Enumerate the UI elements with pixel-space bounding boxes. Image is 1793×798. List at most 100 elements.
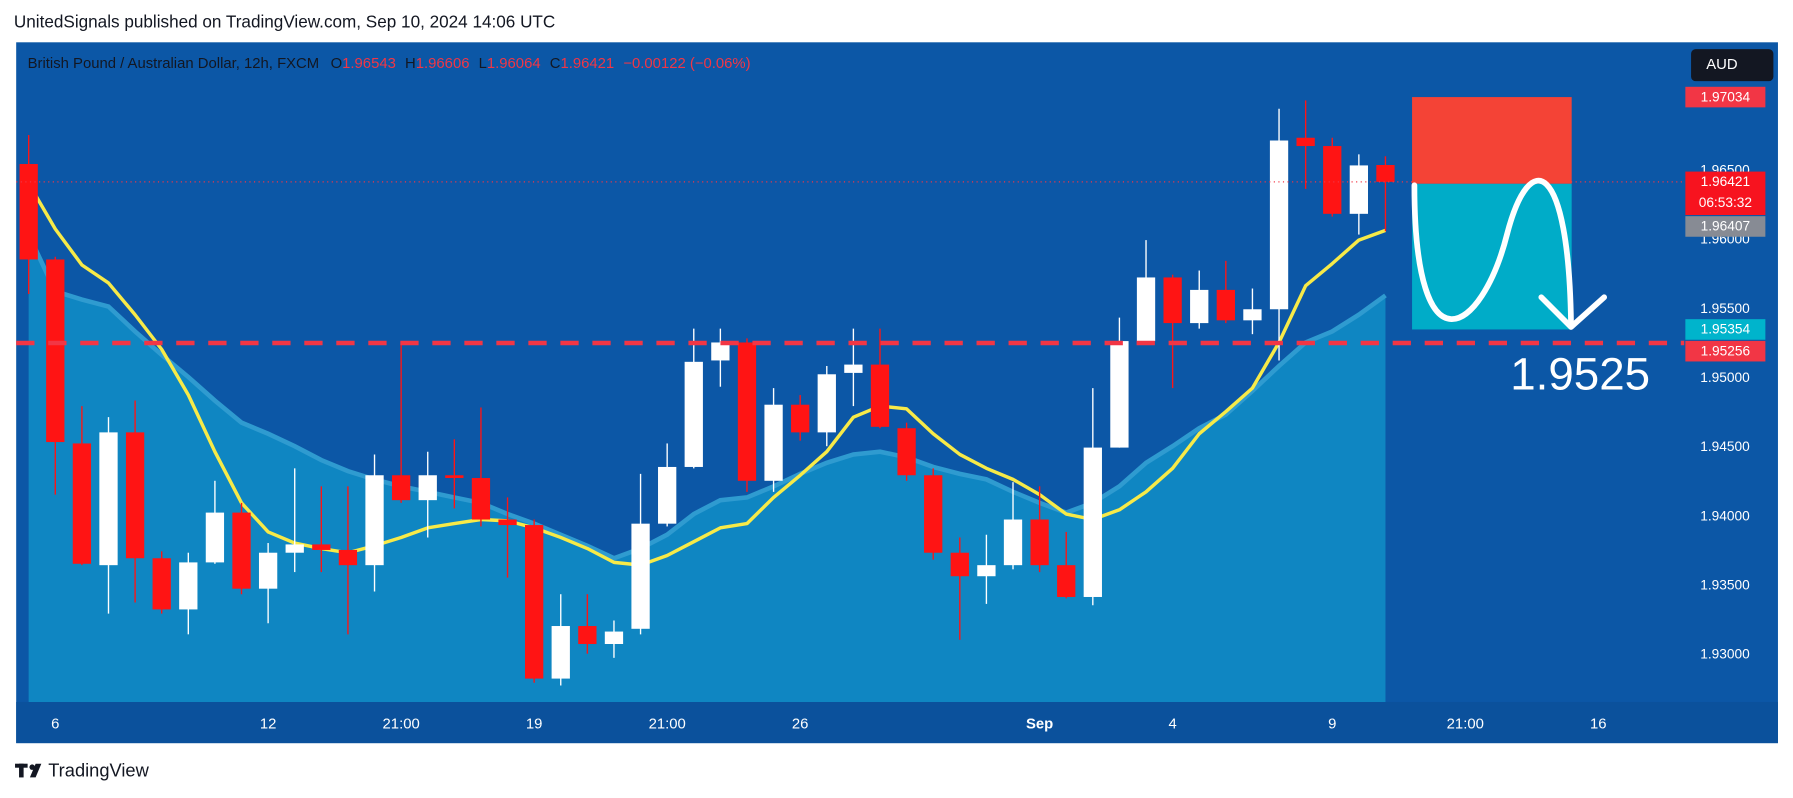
y-tick-label: 1.95000 <box>1700 370 1750 385</box>
candle-body <box>897 428 916 476</box>
price-label: 1.95354 <box>1701 322 1751 337</box>
x-tick-label: 9 <box>1328 717 1336 733</box>
ohlc-value: 1.96421 <box>560 56 614 72</box>
candle-body <box>1376 164 1395 182</box>
candle-body <box>498 519 517 526</box>
candle-body <box>205 512 225 563</box>
ma-slow-line <box>26 233 1387 561</box>
candle-body <box>46 259 65 443</box>
line-layer <box>26 182 1387 567</box>
candle-body <box>19 164 38 260</box>
price-label: 1.97034 <box>1701 89 1751 104</box>
candle-body <box>365 475 384 566</box>
x-tick-label: 6 <box>51 717 59 733</box>
candle-body <box>391 475 411 501</box>
candle-body <box>950 552 969 577</box>
candle-body <box>1163 277 1182 324</box>
curve-arrow <box>1411 177 1574 327</box>
target-zone <box>1412 183 1572 330</box>
x-tick-label: Sep <box>1026 717 1053 733</box>
ohlc-value: 1.96606 <box>416 56 470 72</box>
candle-body <box>1003 519 1023 566</box>
symbol-legend: British Pound / Australian Dollar, 12h, … <box>28 56 751 72</box>
arrow-head <box>1538 294 1608 330</box>
candle-body <box>551 626 570 679</box>
candle-body <box>791 404 810 433</box>
candle-body <box>1216 289 1235 321</box>
candle-body <box>711 342 730 361</box>
candle-body <box>525 525 544 679</box>
change-label: −0.00122 (−0.06%) <box>623 56 750 72</box>
y-tick-label: 1.95500 <box>1700 301 1750 316</box>
x-tick-label: 12 <box>260 717 277 733</box>
candle-body <box>977 565 996 577</box>
y-tick-label: 1.93000 <box>1700 647 1750 662</box>
price-label-box <box>1685 171 1766 216</box>
candle-body <box>312 544 331 550</box>
candle-body <box>1323 146 1342 214</box>
footer-brand: TradingView <box>48 760 149 781</box>
candle-body <box>152 558 171 610</box>
x-tick-label: 21:00 <box>383 717 420 733</box>
candle-body <box>1136 277 1156 342</box>
price-label-box <box>1685 340 1766 362</box>
price-label: 1.95256 <box>1701 343 1751 358</box>
x-tick-label: 4 <box>1168 717 1176 733</box>
candle-body <box>418 475 437 501</box>
price-label: 1.96421 <box>1701 174 1751 189</box>
candle-body <box>1190 289 1209 324</box>
price-label-box <box>1685 216 1766 237</box>
stop-zone <box>1412 97 1572 184</box>
axis-layer: 1.93000 1.93500 1.94000 1.94500 1.95000 1.955… <box>51 86 1766 733</box>
candle-body <box>578 626 597 645</box>
price-label: 1.96407 <box>1701 219 1751 234</box>
ohlc-prefix: L <box>479 56 487 72</box>
candle-body <box>1110 341 1129 448</box>
y-tick-label: 1.94500 <box>1700 439 1750 454</box>
ohlc-prefix: H <box>405 56 416 72</box>
ohlc-prefix: O <box>331 56 343 72</box>
candle-body <box>99 432 118 566</box>
candle-body <box>471 478 491 520</box>
candle-body <box>1349 165 1368 214</box>
ohlc-value: 1.96543 <box>342 56 396 72</box>
x-tick-label: 26 <box>792 717 809 733</box>
currency-label[interactable]: AUD <box>1706 57 1738 73</box>
candle-body <box>338 549 358 566</box>
candle-body <box>1269 140 1289 310</box>
price-label-box <box>1685 86 1766 108</box>
candle-body <box>658 466 677 524</box>
candle-body <box>844 364 863 373</box>
y-tick-label: 1.94000 <box>1700 508 1750 523</box>
tv-logo <box>15 763 42 778</box>
area-layer <box>28 234 1386 702</box>
candle-body <box>1057 565 1076 597</box>
candle-body <box>232 512 251 589</box>
y-tick-label: 1.93500 <box>1700 578 1750 593</box>
candle-body <box>737 342 757 481</box>
candle-body <box>125 432 145 559</box>
logo-stem <box>19 763 24 778</box>
candle-body <box>604 631 624 645</box>
candle-body <box>684 361 703 467</box>
ohlc-value: 1.96064 <box>487 56 541 72</box>
x-tick-label: 21:00 <box>1447 717 1484 733</box>
x-tick-label: 21:00 <box>649 717 686 733</box>
candle-body <box>924 475 943 553</box>
candle-body <box>764 404 783 481</box>
logo-slash <box>29 763 42 778</box>
candle-body <box>1296 137 1315 147</box>
candle-body <box>285 544 304 553</box>
candle-body <box>1083 447 1102 597</box>
currency-button[interactable] <box>1691 49 1774 82</box>
candle-body <box>817 374 836 433</box>
ma-area <box>28 234 1386 702</box>
ma-fast-line <box>27 182 1387 567</box>
candle-body <box>1243 309 1262 321</box>
candle-body <box>72 443 92 564</box>
candle-body <box>631 523 650 629</box>
x-axis-strip <box>16 701 1778 744</box>
publish-header: UnitedSignals published on TradingView.c… <box>14 11 555 31</box>
